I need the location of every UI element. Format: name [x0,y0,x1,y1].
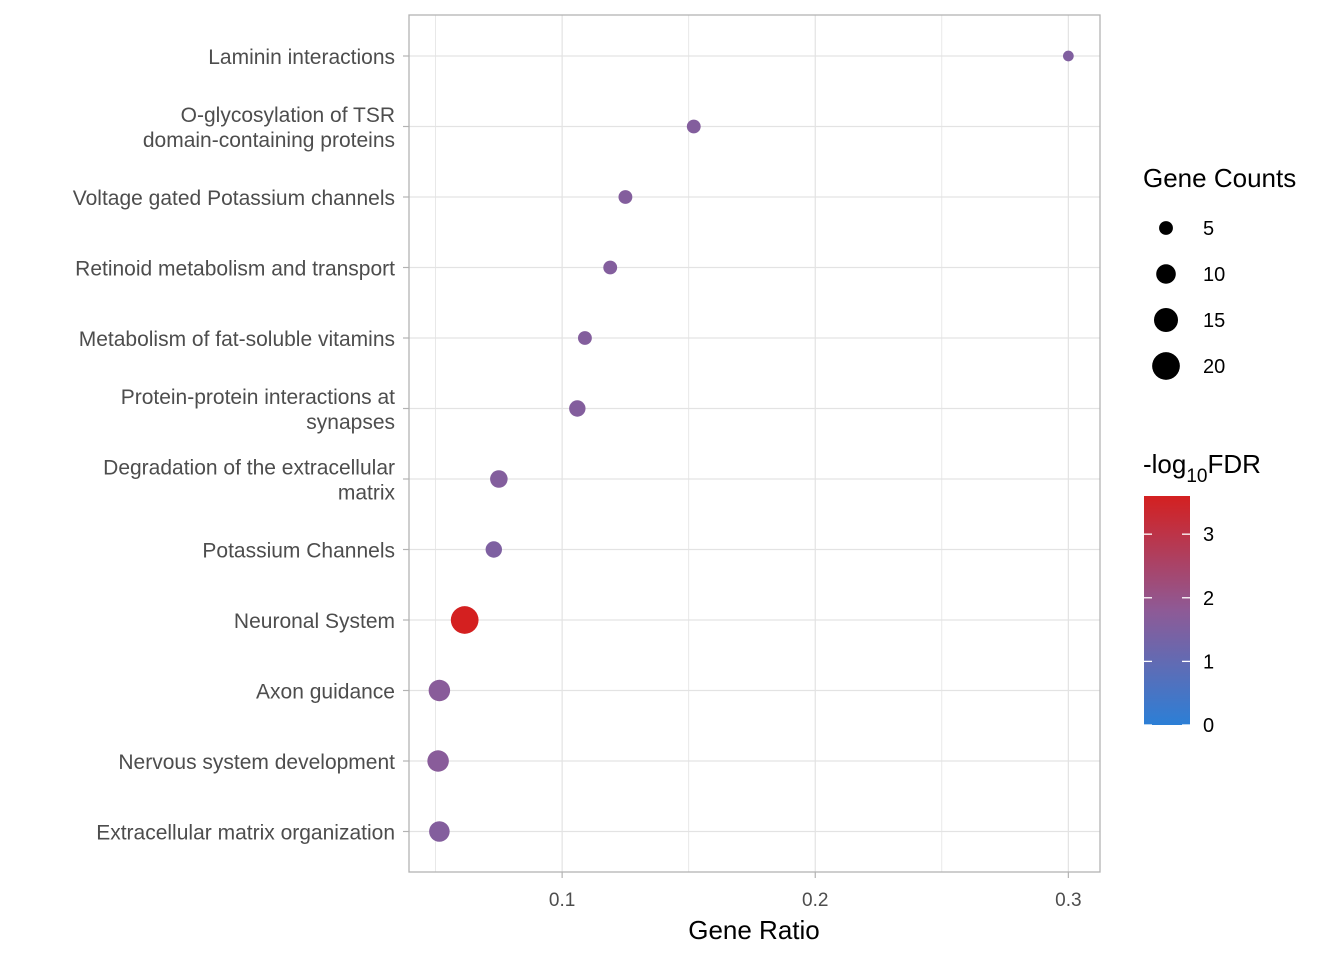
category-label-line: Axon guidance [256,681,395,704]
size-legend-key [1159,221,1173,235]
category-label-line: synapses [306,411,395,434]
size-legend-label: 5 [1203,218,1214,240]
axis-ticks [403,55,1069,878]
data-point [428,679,451,702]
data-point [618,190,633,204]
x-tick-label: 0.2 [802,890,828,911]
color-legend-bar [1144,496,1190,725]
color-legend-label: 3 [1203,524,1214,546]
size-legend: Gene Counts 5 10 15 20 [1143,163,1296,380]
category-label-line: Voltage gated Potassium channels [73,187,395,210]
x-tick-label: 0.1 [549,890,575,911]
category-label: Axon guidance [256,681,395,704]
category-label: Retinoid metabolism and transport [75,258,395,281]
data-point [450,606,479,634]
panel-border [408,14,1101,873]
size-legend-title: Gene Counts [1143,163,1296,193]
data-point [485,541,502,558]
category-label: Metabolism of fat-soluble vitamins [79,328,395,351]
category-label-line: Neuronal System [234,610,395,633]
category-label-line: domain-containing proteins [143,129,395,152]
data-points [427,50,1074,842]
data-point [429,821,450,842]
x-axis-title: Gene Ratio [688,915,820,945]
color-legend-label: 0 [1203,715,1214,737]
x-tick-labels: 0.1 0.2 0.3 [549,890,1082,911]
color-legend-label: 2 [1203,588,1214,610]
data-point [577,331,592,345]
size-legend-key [1152,352,1180,380]
category-label-line: Protein-protein interactions at [121,386,395,409]
size-legend-key [1156,264,1176,284]
category-label: Potassium Channels [202,540,395,563]
color-legend-title: -log10FDR [1143,449,1261,487]
category-label: O-glycosylation of TSR domain-containing … [143,104,395,152]
category-label: Laminin interactions [208,46,395,69]
category-label: Nervous system development [118,751,395,774]
data-point [686,119,701,134]
size-legend-label: 10 [1203,264,1225,286]
color-legend-title-subscript: 10 [1186,466,1207,487]
size-legend-label: 20 [1203,356,1225,378]
category-label: Extracellular matrix organization [96,822,395,845]
category-label-line: Retinoid metabolism and transport [75,258,395,281]
category-labels: Laminin interactions O-glycosylation of T… [73,46,396,845]
category-label-line: Degradation of the extracellular [103,457,395,480]
color-legend: -log10FDR 0 1 2 3 [1143,449,1261,737]
data-point [569,400,586,417]
category-label-line: Potassium Channels [202,540,395,563]
size-legend-key [1153,307,1179,333]
category-label: Degradation of the extracellular matrix [103,457,395,505]
category-label-line: Laminin interactions [208,46,395,69]
x-tick-label: 0.3 [1055,890,1081,911]
category-label: Protein-protein interactions at synapses [121,386,395,434]
category-label-line: O-glycosylation of TSR [181,104,395,127]
category-label-line: Extracellular matrix organization [96,822,395,845]
category-label-line: Metabolism of fat-soluble vitamins [79,328,395,351]
category-label-line: Nervous system development [118,751,395,774]
data-point [603,260,618,275]
category-label-line: matrix [338,482,396,505]
color-legend-title-prefix: -log [1143,449,1186,479]
color-legend-title-suffix: FDR [1208,449,1261,479]
data-point [427,750,449,772]
category-label: Voltage gated Potassium channels [73,187,395,210]
data-point [1062,50,1074,62]
size-legend-label: 15 [1203,310,1225,332]
category-label: Neuronal System [234,610,395,633]
grid-lines [409,15,1100,872]
data-point [490,470,508,488]
color-legend-label: 1 [1203,651,1214,673]
